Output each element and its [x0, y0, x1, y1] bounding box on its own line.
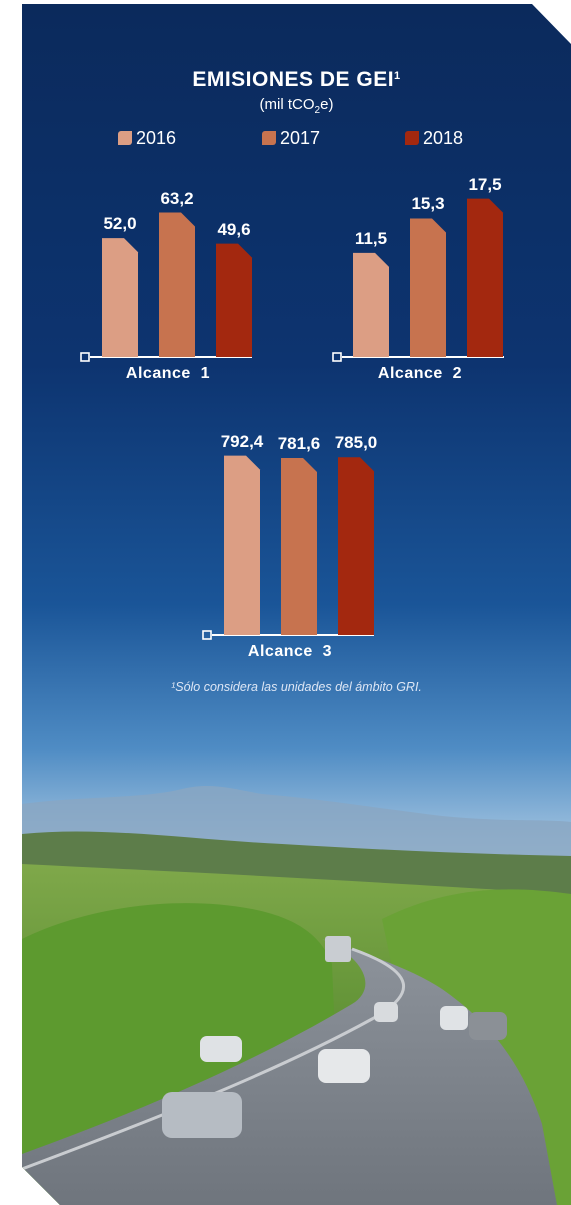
- chart-title-text: EMISIONES DE GEI: [192, 68, 395, 91]
- bar-group3-2018: [338, 457, 374, 635]
- bar-group3-2017: [281, 458, 317, 635]
- value-label-group2-2018: 17,5: [468, 174, 502, 194]
- unit-subscript: 2: [314, 105, 321, 116]
- bar-group2-2018: [467, 198, 503, 357]
- value-label-group1-2016: 52,0: [103, 214, 137, 234]
- legend-label-2016: 2016: [136, 127, 177, 148]
- title-footnote-mark: 1: [394, 70, 401, 82]
- bar-group1-2017: [159, 212, 195, 357]
- legend-swatch-2017: [262, 131, 276, 145]
- chart-unit: (mil tCO2e): [22, 96, 571, 116]
- unit-prefix: (mil tCO: [259, 96, 315, 113]
- unit-suffix: e): [320, 96, 334, 113]
- value-label-group3-2016: 792,4: [220, 431, 264, 451]
- footnote: ¹Sólo considera las unidades del ámbito …: [171, 680, 422, 694]
- legend-item-2016: 2016: [118, 128, 176, 148]
- bar-group2-2016: [353, 252, 389, 357]
- bar-group3-2016: [224, 455, 260, 635]
- legend-swatch-2016: [118, 131, 132, 145]
- legend-label-2017: 2017: [280, 127, 321, 148]
- value-label-group1-2018: 49,6: [217, 219, 251, 239]
- axis-origin-marker-2: [332, 352, 342, 362]
- infographic-panel: EMISIONES DE GEI1 (mil tCO2e) 2016 2017 …: [22, 4, 571, 1205]
- value-label-group2-2017: 15,3: [411, 194, 445, 214]
- group-label-3: Alcance 3: [247, 643, 333, 660]
- value-label-group3-2017: 781,6: [277, 434, 321, 454]
- bar-group2-2017: [410, 218, 446, 357]
- axis-origin-marker-3: [202, 630, 212, 640]
- chart-title: EMISIONES DE GEI1: [22, 68, 571, 92]
- bar-group1-2016: [102, 238, 138, 357]
- value-label-group3-2018: 785,0: [334, 433, 378, 453]
- axis-origin-marker-1: [80, 352, 90, 362]
- group-label-2: Alcance 2: [377, 365, 463, 382]
- value-label-group2-2016: 11,5: [354, 228, 388, 248]
- legend-swatch-2018: [405, 131, 419, 145]
- value-label-group1-2017: 63,2: [160, 188, 194, 208]
- legend-item-2017: 2017: [262, 128, 320, 148]
- bar-charts: [80, 198, 504, 640]
- legend-item-2018: 2018: [405, 128, 463, 148]
- legend-label-2018: 2018: [423, 127, 464, 148]
- bar-group1-2018: [216, 243, 252, 357]
- group-label-1: Alcance 1: [125, 365, 211, 382]
